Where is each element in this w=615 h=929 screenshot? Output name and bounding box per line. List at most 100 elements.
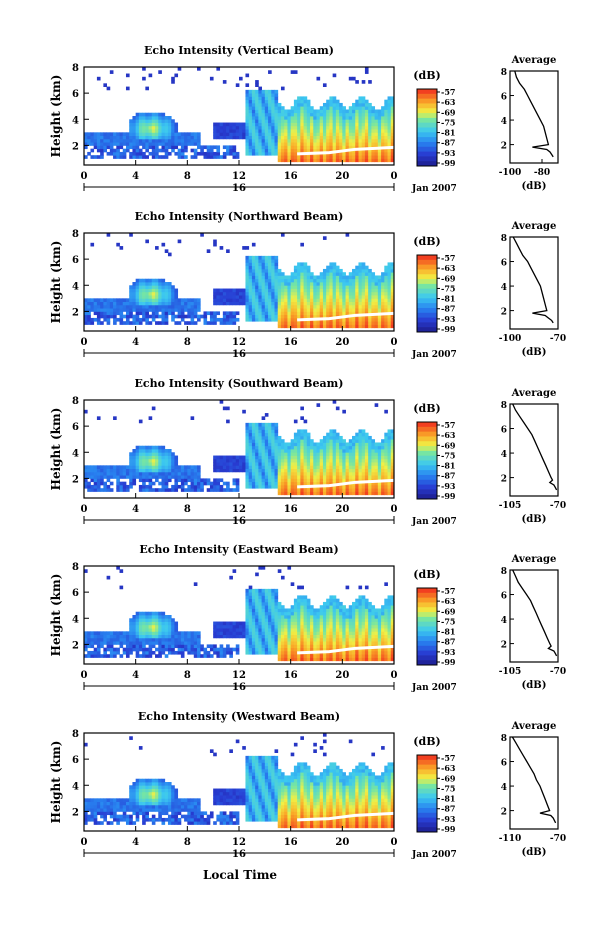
heatmap-cell (190, 641, 195, 645)
heatmap-cell (284, 317, 288, 322)
heatmap-cell (193, 644, 198, 649)
heatmap-cell (174, 132, 179, 136)
heatmap-cell (287, 122, 292, 127)
heatmap-cell (190, 314, 195, 319)
heatmap-cell (232, 462, 237, 466)
heatmap-cell (329, 291, 334, 296)
heatmap-cell (142, 67, 146, 71)
heatmap-cell (245, 288, 250, 293)
heatmap-cell (103, 481, 108, 486)
heatmap-cell (197, 650, 201, 655)
heatmap-cell (177, 155, 182, 159)
heatmap-cell (222, 151, 227, 156)
heatmap-cell (232, 291, 237, 296)
heatmap-cell (116, 148, 120, 153)
heatmap-cell (329, 282, 334, 286)
heatmap-cell (284, 468, 288, 473)
heatmap-cell (148, 484, 153, 489)
heatmap-cell (332, 73, 337, 78)
heatmap-cell (261, 122, 266, 127)
heatmap-cell (145, 298, 149, 302)
heatmap-cell (148, 142, 153, 146)
heatmap-cell (384, 151, 388, 156)
heatmap-cell (390, 278, 395, 283)
heatmap-cell (180, 304, 185, 309)
heatmap-cell (352, 298, 356, 302)
heatmap-cell (326, 148, 330, 153)
heatmap-cell (326, 155, 330, 159)
heatmap-cell (280, 129, 285, 133)
heatmap-cell (245, 301, 250, 306)
heatmap-cell (361, 138, 366, 143)
heatmap-cell (100, 148, 104, 153)
heatmap-cell (229, 321, 233, 325)
heatmap-cell (293, 462, 298, 466)
heatmap-cell (268, 432, 272, 437)
heatmap-cell (264, 278, 269, 283)
heatmap-cell (290, 605, 295, 609)
heatmap-cell (329, 311, 334, 316)
heatmap-cell (164, 637, 169, 642)
heatmap-cell (374, 158, 379, 163)
heatmap-cell (390, 285, 395, 289)
average-frame (509, 70, 559, 164)
heatmap-cell (303, 475, 308, 479)
heatmap-cell (226, 634, 230, 639)
heatmap-cell (377, 462, 382, 466)
heatmap-cell (371, 314, 376, 319)
heatmap-cell (339, 445, 343, 450)
heatmap-cell (371, 298, 376, 302)
heatmap-cell (384, 109, 388, 114)
heatmap-cell (319, 481, 324, 486)
heatmap-cell (113, 634, 117, 639)
heatmap-cell (368, 119, 372, 123)
heatmap-cell (271, 272, 275, 276)
heatmap-cell (197, 478, 201, 483)
heatmap-cell (329, 491, 334, 496)
heatmap-cell (303, 129, 308, 133)
heatmap-cell (290, 631, 295, 635)
heatmap-cell (161, 308, 166, 312)
heatmap-cell (193, 155, 198, 159)
heatmap-cell (245, 311, 250, 316)
heatmap-cell (251, 255, 256, 260)
heatmap-cell (219, 125, 224, 130)
heatmap-cell (348, 484, 353, 489)
heatmap-cell (368, 439, 372, 443)
heatmap-cell (129, 119, 133, 123)
heatmap-cell (87, 465, 91, 469)
heatmap-cell (322, 102, 327, 107)
heatmap-cell (161, 135, 166, 140)
heatmap-cell (255, 96, 259, 101)
heatmap-cell (310, 445, 314, 450)
heatmap-cell (255, 611, 259, 616)
heatmap-cell (177, 478, 182, 483)
colorbar-segment (417, 431, 437, 437)
heatmap-cell (280, 314, 285, 319)
heatmap-cell (358, 321, 363, 325)
heatmap-cell (277, 148, 282, 153)
heatmap-cell (348, 129, 353, 133)
heatmap-cell (251, 628, 256, 632)
heatmap-cell (355, 308, 359, 312)
heatmap-cell (387, 435, 392, 440)
heatmap-cell (339, 155, 343, 159)
heatmap-cell (271, 89, 275, 94)
heatmap-cell (361, 119, 366, 123)
heatmap-cell (226, 321, 230, 325)
heatmap-cell (158, 298, 162, 302)
heatmap-cell (161, 132, 166, 136)
heatmap-cell (161, 481, 166, 486)
heatmap-cell (300, 122, 304, 127)
heatmap-cell (174, 314, 179, 319)
heatmap-cell (167, 288, 172, 293)
heatmap-cell (158, 295, 162, 299)
heatmap-cell (368, 452, 372, 456)
heatmap-cell (145, 468, 149, 473)
heatmap-cell (306, 135, 311, 140)
heatmap-cell (213, 488, 217, 492)
heatmap-cell (300, 135, 304, 140)
heatmap-cell (339, 435, 343, 440)
heatmap-cell (226, 621, 230, 626)
heatmap-cell (303, 321, 308, 325)
